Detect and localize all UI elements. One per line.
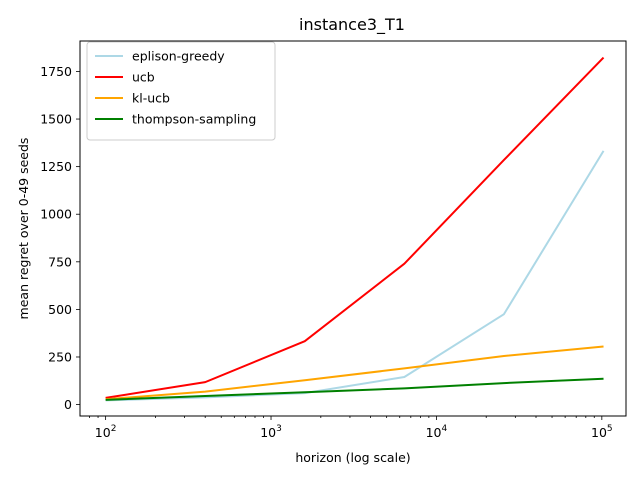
series-line-1 bbox=[105, 150, 605, 402]
legend: eplison-greedy ucb kl-ucb thompson-sampling bbox=[86, 41, 276, 141]
series-layer bbox=[105, 56, 605, 402]
x-tick-label: 103 bbox=[260, 424, 282, 440]
series-line-4 bbox=[105, 377, 604, 401]
y-tick-label: 0 bbox=[64, 397, 72, 412]
series-line-3 bbox=[105, 345, 604, 401]
y-tick-label: 1500 bbox=[40, 112, 72, 127]
legend-label: thompson-sampling bbox=[132, 112, 256, 127]
x-tick-label: 105 bbox=[591, 424, 613, 440]
y-axis-label: mean regret over 0-49 seeds bbox=[16, 138, 31, 320]
series-line-2 bbox=[105, 56, 605, 399]
legend-label: ucb bbox=[132, 70, 155, 85]
y-axis: 0 250 500 750 1000 1250 1500 1750 bbox=[40, 64, 80, 412]
x-tick-label: 102 bbox=[95, 424, 117, 440]
y-tick-label: 1750 bbox=[40, 64, 72, 79]
y-tick-label: 500 bbox=[48, 302, 72, 317]
legend-label: eplison-greedy bbox=[132, 49, 225, 64]
y-tick-label: 750 bbox=[48, 254, 72, 269]
x-axis-label: horizon (log scale) bbox=[295, 450, 410, 465]
y-tick-label: 1250 bbox=[40, 159, 72, 174]
legend-box bbox=[86, 41, 276, 141]
legend-label: kl-ucb bbox=[132, 91, 170, 106]
plot-frame bbox=[79, 40, 627, 417]
x-tick-label: 104 bbox=[426, 424, 448, 440]
y-tick-label: 250 bbox=[48, 349, 72, 364]
y-tick-label: 1000 bbox=[40, 207, 72, 222]
chart-title: instance3_T1 bbox=[299, 15, 405, 35]
x-axis: 102 103 104 105 bbox=[89, 416, 613, 440]
